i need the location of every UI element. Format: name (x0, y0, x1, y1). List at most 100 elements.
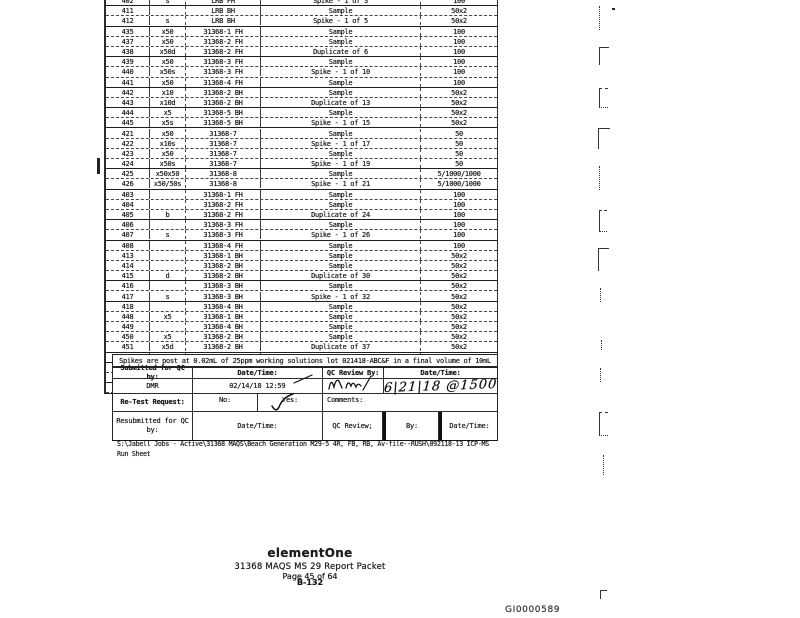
file-path-footnote: S:\Jabell Jobs - Active\31368 MAQS\Beach… (117, 439, 489, 459)
sample-type-cell: Sample (261, 199, 421, 209)
table-row: 440 x50s 31368-3 FH Spike - 1 of 10 100 (106, 67, 497, 78)
sample-id-cell: 31368-3 BH (186, 281, 261, 291)
sample-type-cell: Sample (261, 332, 421, 342)
sequence-number-cell: 435 (106, 26, 150, 36)
table-row: 422 x10s 31368-7 Spike - 1 of 17 50 (106, 138, 497, 149)
sample-id-cell: LRB FH (186, 0, 261, 6)
sequence-number-cell: 437 (106, 36, 150, 46)
retest-yes-option: Yes: (258, 394, 323, 411)
scan-artifact (97, 158, 100, 174)
sequence-number-cell: 408 (106, 240, 150, 250)
amount-cell: 50x2 (451, 323, 467, 332)
dilution-cell: x50s (150, 159, 186, 169)
sample-type-cell: Sample (261, 281, 421, 291)
sample-type-cell: Spike - 1 of 17 (261, 138, 421, 148)
dilution-cell (150, 220, 186, 230)
qc-review-label: QC Review; (323, 412, 383, 440)
scan-artifact (612, 8, 615, 10)
amount-cell: 100 (453, 78, 465, 87)
table-row: 404 31368-2 FH Sample 100 (106, 199, 497, 210)
sample-id-cell: 31368-7 (186, 138, 261, 148)
sequence-number-cell: 403 (106, 189, 150, 199)
amount-cell: 50x2 (451, 302, 467, 311)
dilution-cell: x50 (150, 57, 186, 67)
dilution-cell: d (150, 271, 186, 281)
table-row: 406 31368-3 FH Sample 100 (106, 220, 497, 231)
review-datetime-cell: 6|21|18 @1500 (383, 376, 498, 396)
dilution-cell: x5 (150, 108, 186, 118)
amount-cell: 100 (453, 58, 465, 67)
handwritten-checkmark (271, 393, 294, 411)
by-label: By: (383, 412, 439, 440)
table-row: 415 d 31368-2 BH Duplicate of 30 50x2 (106, 271, 497, 282)
packet-title: 31368 MAQS MS 29 Report Packet (234, 562, 386, 572)
dilution-cell (150, 301, 186, 311)
sample-type-cell: Spike - 1 of 15 (261, 118, 421, 128)
amount-cell: 5/1000/1000 (437, 180, 481, 189)
scan-artifact (599, 88, 608, 108)
table-row: 443 x10d 31368-2 BH Duplicate of 13 50x2 (106, 97, 497, 109)
sample-type-cell: Sample (261, 87, 421, 97)
sample-type-cell: Duplicate of 24 (261, 210, 421, 220)
sample-id-cell: 31368-2 BH (186, 260, 261, 270)
amount-cell: 100 (453, 37, 465, 46)
table-row: 449 31368-4 BH Sample 50x2 (106, 322, 497, 333)
sequence-number-cell: 415 (106, 271, 150, 281)
handwritten-review-datetime: 6|21|18 @1500 (383, 376, 498, 396)
sequence-number-cell: 442 (106, 87, 150, 97)
sequence-number-cell: 444 (106, 108, 150, 118)
sample-type-cell: Sample (261, 311, 421, 321)
table-row: 405 b 31368-2 FH Duplicate of 24 100 (106, 210, 497, 221)
company-name: elementOne (267, 546, 353, 560)
sample-type-cell: Spike - 1 of 19 (261, 159, 421, 169)
amount-cell: 50x2 (451, 17, 467, 26)
scan-artifact (601, 340, 602, 350)
table-row: 426 x50/50s 31368-8 Spike - 1 of 21 5/10… (106, 179, 497, 190)
dilution-cell: s (150, 291, 186, 301)
sequence-number-cell: 451 (106, 342, 150, 352)
qc-values-row: DMR 02/14/18 12:59 6|21|18 @1500 (113, 376, 498, 396)
dilution-cell: x5 (150, 332, 186, 342)
document-control-number: GI0000589 (505, 605, 561, 615)
sample-type-cell: Sample (261, 36, 421, 46)
table-row: 448 x5 31368-1 BH Sample 50x2 (106, 311, 497, 322)
scan-artifact (600, 368, 601, 382)
table-row: 439 x50 31368-3 FH Sample 100 (106, 57, 497, 68)
sample-id-cell: 31368-7 (186, 128, 261, 138)
sequence-number-cell: 449 (106, 322, 150, 332)
run-sample-table: 402 s LRB FH Spike - 1 of 3 100 411 LRB … (104, 0, 498, 395)
scan-artifact (599, 166, 600, 190)
table-row: 412 s LRB BH Spike - 1 of 5 50x2 (106, 16, 497, 27)
table-row: 435 x50 31368-1 FH Sample 100 (106, 26, 497, 37)
table-row: 402 s LRB FH Spike - 1 of 3 100 (106, 0, 497, 7)
sample-type-cell: Sample (261, 301, 421, 311)
sample-type-cell: Duplicate of 30 (261, 271, 421, 281)
handwritten-initials (328, 375, 372, 391)
retest-request-label: Re-Test Request: (113, 394, 193, 411)
table-row: 418 31368-4 BH Sample 50x2 (106, 301, 497, 312)
table-row: 444 x5 31368-5 BH Sample 50x2 (106, 108, 497, 119)
sequence-number-cell: 405 (106, 210, 150, 220)
sample-id-cell: 31368-4 FH (186, 77, 261, 87)
resubmit-datetime-label: Date/Time: (193, 412, 323, 440)
page-footer: elementOne 31368 MAQS MS 29 Report Packe… (110, 546, 510, 587)
sample-type-cell: Sample (261, 220, 421, 230)
sample-id-cell: 31368-5 BH (186, 118, 261, 128)
sample-id-cell: 31368-2 FH (186, 199, 261, 209)
amount-cell: 50x2 (451, 88, 467, 97)
sample-type-cell: Spike - 1 of 10 (261, 67, 421, 77)
sequence-number-cell: 440 (106, 67, 150, 77)
sequence-number-cell: 413 (106, 250, 150, 260)
sample-id-cell: LRB BH (186, 16, 261, 26)
sequence-number-cell: 425 (106, 169, 150, 179)
sample-id-cell: 31368-4 BH (186, 301, 261, 311)
dilution-cell (150, 189, 186, 199)
sample-id-cell: 31368-3 FH (186, 220, 261, 230)
sample-id-cell: 31368-5 BH (186, 108, 261, 118)
sample-id-cell: 31368-1 BH (186, 250, 261, 260)
scan-artifact (603, 455, 604, 475)
sample-id-cell: 31368-2 BH (186, 87, 261, 97)
amount-cell: 100 (453, 190, 465, 199)
amount-cell: 50x2 (451, 251, 467, 260)
table-row: 413 31368-1 BH Sample 50x2 (106, 250, 497, 261)
